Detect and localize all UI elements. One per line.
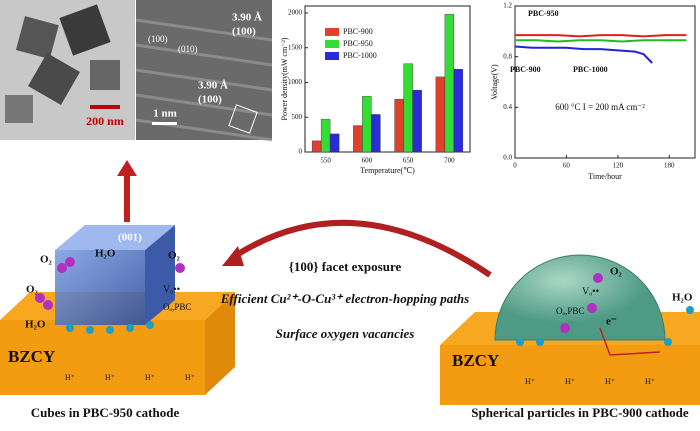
right-cell: O₂ H₂O Vₒ•• Oₒ,PBC e⁻ BZCY H⁺ H⁺ H⁺ H⁺ S… bbox=[440, 254, 700, 420]
series-label: PBC-950 bbox=[528, 9, 559, 18]
spacing-label: 3.90 Å bbox=[198, 80, 228, 92]
bar bbox=[362, 96, 372, 153]
legend-swatch bbox=[325, 40, 339, 48]
arrow-head bbox=[222, 246, 244, 266]
y-tick-label: 500 bbox=[292, 113, 303, 121]
line-series bbox=[514, 45, 653, 64]
x-tick-label: 180 bbox=[664, 162, 675, 170]
bar bbox=[371, 114, 381, 153]
x-tick-label: 650 bbox=[403, 157, 414, 165]
bar bbox=[453, 69, 464, 153]
y-tick-label: 1500 bbox=[288, 43, 303, 51]
legend-label: PBC-900 bbox=[343, 27, 373, 36]
x-axis-label: Temperature(℃) bbox=[360, 166, 415, 175]
bar bbox=[311, 140, 322, 153]
y-tick-label: 0.0 bbox=[503, 154, 512, 162]
legend-label: PBC-950 bbox=[343, 39, 373, 48]
bar bbox=[412, 89, 422, 153]
proton-label: H⁺ bbox=[185, 373, 195, 382]
facet-label: (001) bbox=[118, 232, 142, 244]
y-tick-label: 2000 bbox=[288, 9, 303, 17]
y-tick-label: 1.2 bbox=[503, 2, 512, 10]
proton-label: H⁺ bbox=[605, 377, 615, 386]
plot-frame bbox=[304, 5, 471, 153]
caption: Cubes in PBC-950 cathode bbox=[31, 405, 180, 420]
x-axis-label: Time/hour bbox=[588, 172, 622, 181]
substrate-label: BZCY bbox=[8, 347, 55, 366]
species-label: Vₒ•• bbox=[582, 286, 599, 297]
x-tick-label: 60 bbox=[563, 162, 571, 170]
species-label: Oₒ,PBC bbox=[163, 302, 191, 312]
scale-label: 1 nm bbox=[153, 108, 177, 120]
bar bbox=[329, 133, 340, 153]
proton-label: H⁺ bbox=[525, 377, 535, 386]
arrow-head bbox=[117, 160, 137, 176]
legend-swatch bbox=[325, 52, 339, 60]
plane-label: (100) bbox=[232, 26, 256, 38]
caption: Spherical particles in PBC-900 cathode bbox=[471, 405, 689, 420]
species-label: Oₒ,PBC bbox=[556, 306, 584, 316]
bar bbox=[403, 63, 413, 153]
species-label: e⁻ bbox=[606, 316, 617, 328]
bar bbox=[444, 14, 455, 153]
direction-label: (010) bbox=[178, 44, 198, 54]
legend-swatch bbox=[325, 28, 339, 36]
mechanism-text: Surface oxygen vacancies bbox=[276, 326, 415, 341]
plane-label: (100) bbox=[198, 94, 222, 106]
line-series bbox=[515, 34, 687, 38]
direction-label: (100) bbox=[148, 34, 168, 44]
y-tick-label: 0 bbox=[299, 148, 303, 156]
spacing-label: 3.90 Å bbox=[232, 12, 262, 24]
scale-label: 200 nm bbox=[86, 114, 124, 128]
tem-image: 200 nm bbox=[0, 0, 135, 140]
x-tick-label: 550 bbox=[320, 157, 331, 165]
transition-arrow bbox=[230, 219, 492, 278]
line-series bbox=[515, 39, 687, 43]
bar bbox=[435, 76, 446, 153]
x-tick-label: 600 bbox=[362, 157, 373, 165]
mechanism-text: Efficient Cu²⁺-O-Cu³⁺ electron-hopping p… bbox=[220, 291, 469, 306]
substrate-label: BZCY bbox=[452, 351, 499, 370]
species-label: O₂ bbox=[40, 254, 53, 266]
y-tick-label: 1000 bbox=[288, 78, 303, 86]
proton-label: H⁺ bbox=[65, 373, 75, 382]
bar bbox=[320, 119, 331, 153]
species-label: O₂ bbox=[26, 284, 39, 296]
species-label: Vₒ•• bbox=[163, 284, 180, 295]
x-tick-label: 0 bbox=[513, 162, 517, 170]
species-label: O₂ bbox=[610, 266, 623, 278]
species-label: H₂O bbox=[95, 248, 116, 260]
x-tick-label: 700 bbox=[444, 157, 455, 165]
bar bbox=[353, 125, 363, 153]
condition-label: 600 °C I = 200 mA cm⁻² bbox=[555, 102, 645, 112]
y-axis-label: Power density(mW cm⁻²) bbox=[280, 37, 289, 120]
left-cell: (001) O₂ H₂O O₂ O₂ H₂O Vₒ•• Oₒ,PBC BZCY … bbox=[0, 225, 235, 420]
proton-label: H⁺ bbox=[145, 373, 155, 382]
y-axis-label: Voltage(V) bbox=[490, 64, 499, 100]
species-label: H₂O bbox=[25, 319, 46, 331]
plot-frame bbox=[514, 5, 696, 159]
bar bbox=[394, 98, 404, 153]
y-tick-label: 0.4 bbox=[503, 103, 512, 111]
species-label: H₂O bbox=[672, 292, 693, 304]
charts: 0 500 1000 1500 2000 Power density(mW cm⁻²) Te… bbox=[280, 2, 696, 181]
y-tick-label: 0.8 bbox=[503, 52, 512, 60]
x-tick-label: 120 bbox=[613, 162, 624, 170]
series-label: PBC-1000 bbox=[573, 65, 608, 74]
hrtem-image: 1 nm 3.90 Å (100) 3.90 Å (100) (100) (01… bbox=[135, 0, 273, 142]
proton-label: H⁺ bbox=[645, 377, 655, 386]
species-label: O₂ bbox=[168, 250, 181, 262]
legend-label: PBC-1000 bbox=[343, 51, 377, 60]
proton-label: H⁺ bbox=[565, 377, 575, 386]
up-arrow bbox=[124, 172, 130, 222]
series-label: PBC-900 bbox=[510, 65, 541, 74]
proton-label: H⁺ bbox=[105, 373, 115, 382]
mechanism-text: {100} facet exposure bbox=[289, 259, 402, 274]
